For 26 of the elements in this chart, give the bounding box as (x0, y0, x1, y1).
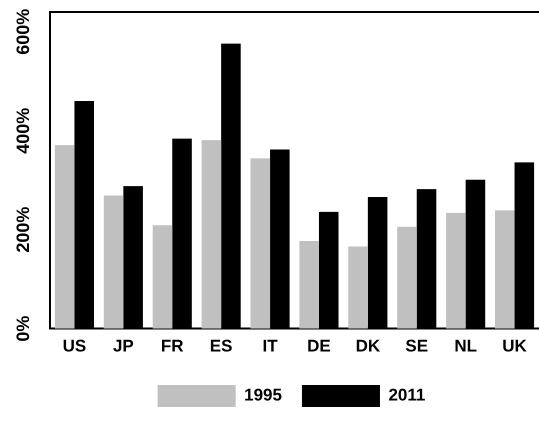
bar (202, 140, 222, 329)
bar (348, 246, 368, 329)
y-tick-label: 400% (12, 108, 33, 154)
y-tick-label: 200% (12, 206, 33, 253)
x-tick-label: DE (307, 336, 331, 356)
bar (299, 241, 319, 329)
bar (494, 210, 515, 329)
y-tick-label: 600% (12, 8, 33, 55)
x-tick-label: UK (502, 336, 528, 356)
bar (152, 225, 172, 329)
x-tick-label: US (62, 336, 86, 356)
x-tick-label: ES (210, 336, 232, 356)
bar (250, 158, 270, 329)
x-tick-label: SE (405, 336, 428, 356)
bar (54, 145, 74, 329)
x-tick-label: IT (262, 336, 278, 356)
legend-label: 1995 (244, 386, 282, 405)
x-tick-label: JP (112, 336, 134, 356)
bar (446, 212, 466, 329)
y-tick-label: 0% (12, 316, 33, 342)
x-tick-label: DK (356, 336, 381, 356)
legend-label: 2011 (388, 386, 426, 405)
bar (397, 226, 417, 329)
bar (104, 196, 124, 329)
x-tick-label: NL (454, 336, 477, 356)
x-tick-label: FR (160, 336, 184, 356)
